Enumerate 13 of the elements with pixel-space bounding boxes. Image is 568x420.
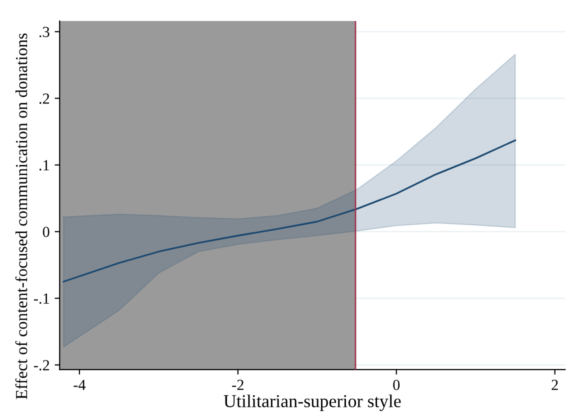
x-tick-label: -2 — [232, 380, 244, 390]
y-tick-label: .3 — [39, 26, 50, 38]
x-tick-label: -4 — [74, 380, 86, 390]
y-tick-label: -.2 — [34, 360, 50, 370]
y-tick-label: -.1 — [34, 293, 49, 304]
x-axis-title: Utilitarian-superior style — [224, 394, 401, 411]
x-tick-label: 2 — [552, 380, 558, 390]
y-axis-title: Effect of content-focused communication on donations — [15, 33, 28, 400]
x-tick-label: 0 — [393, 380, 400, 390]
y-tick-label: 0 — [42, 226, 50, 238]
y-tick-label: .2 — [39, 94, 50, 104]
y-tick-label: .1 — [39, 160, 49, 170]
line-series — [62, 139, 516, 282]
